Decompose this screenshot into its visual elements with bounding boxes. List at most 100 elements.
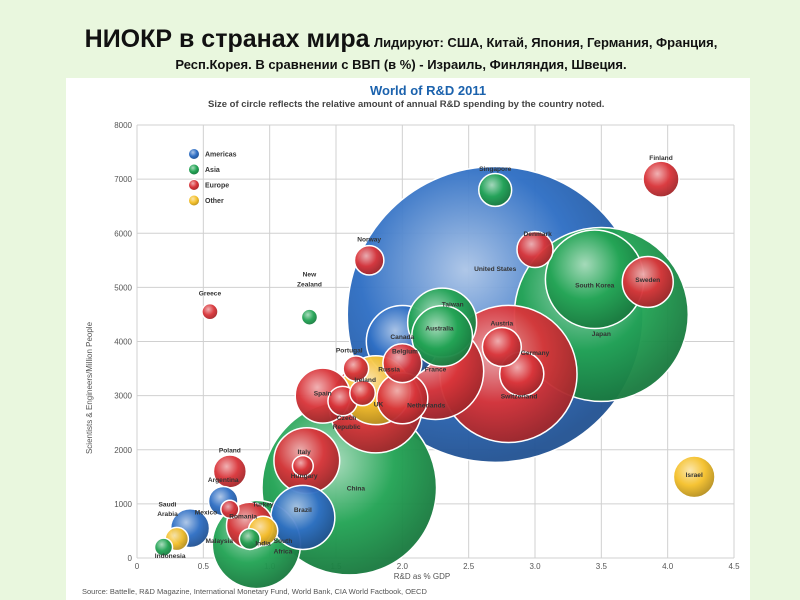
country-label: Czech — [337, 415, 356, 422]
country-label: China — [347, 485, 366, 492]
y-tick-label: 0 — [128, 554, 133, 563]
bubble-malaysia — [238, 527, 261, 551]
x-tick-label: 4.0 — [662, 562, 674, 571]
country-label: Japan — [592, 331, 611, 338]
x-axis-label: R&D as % GDP — [394, 572, 450, 581]
legend-swatch-americas — [188, 148, 200, 160]
y-tick-label: 8000 — [114, 121, 132, 130]
country-label: Denmark — [524, 231, 553, 238]
country-label: Germany — [521, 350, 550, 357]
chart-title: World of R&D 2011 — [370, 83, 486, 98]
country-label: Norway — [357, 236, 381, 243]
y-tick-label: 4000 — [114, 338, 132, 347]
country-label: Spain — [314, 391, 332, 398]
country-label: Russia — [378, 366, 400, 373]
bubble-israel — [672, 455, 716, 499]
y-tick-label: 2000 — [114, 446, 132, 455]
y-tick-label: 7000 — [114, 175, 132, 184]
country-label: Republic — [333, 424, 361, 431]
country-label: Ireland — [354, 377, 376, 384]
bubble-belgium — [382, 342, 423, 384]
y-tick-label: 1000 — [114, 500, 132, 509]
country-label: Italy — [298, 449, 312, 456]
country-label: South — [274, 538, 293, 545]
country-label: Canada — [390, 334, 414, 341]
legend-swatch-other — [188, 194, 200, 207]
country-label: Indonesia — [155, 553, 186, 560]
bubble-indonesia — [153, 537, 174, 557]
slide-title-main: НИОКР в странах мира — [84, 25, 370, 53]
bubble-norway — [353, 244, 385, 276]
country-label: United States — [474, 266, 516, 273]
legend-label-americas: Americas — [205, 152, 237, 159]
country-label: Malaysia — [206, 538, 234, 545]
bubble-sweden — [621, 255, 674, 309]
x-tick-label: 2.5 — [463, 562, 475, 571]
x-tick-label: 4.5 — [728, 562, 740, 571]
y-tick-label: 6000 — [114, 229, 132, 238]
chart-source: Source: Battelle, R&D Magazine, Internat… — [82, 587, 427, 596]
country-label: Argentina — [208, 477, 239, 484]
country-label: Austria — [490, 320, 513, 327]
chart-subtitle: Size of circle reflects the relative amo… — [208, 99, 604, 110]
legend-swatch-asia — [188, 163, 200, 176]
country-label: UK — [374, 401, 384, 408]
country-label: Singapore — [479, 166, 512, 173]
country-label: Belgium — [392, 348, 418, 355]
country-label: Romania — [229, 513, 257, 520]
country-label: Israel — [686, 472, 703, 479]
legend-label-europe: Europe — [205, 183, 229, 190]
country-label: Zealand — [297, 281, 322, 288]
bubble-romania — [220, 499, 240, 520]
slide-title-subtitle-line2: Респ.Корея. В сравнении с ВВП (в %) - Из… — [175, 57, 627, 72]
country-labels: United States China Japan Germany South Kore… — [155, 155, 703, 560]
country-label: New — [303, 272, 317, 279]
country-label: Portugal — [336, 347, 363, 354]
bubble-austria — [481, 326, 523, 368]
x-tick-label: 3.5 — [596, 562, 608, 571]
country-label: Netherlands — [407, 403, 445, 410]
chart-panel: World of R&D 2011 Size of circle reflect… — [66, 78, 750, 600]
bubble-denmark — [516, 230, 554, 269]
grid: 01000200030004000500060007000800000.51.0… — [114, 121, 740, 571]
bubble-chart: World of R&D 2011 Size of circle reflect… — [82, 83, 740, 596]
legend-swatch-europe — [188, 179, 200, 191]
bubble-hungary — [291, 454, 314, 478]
country-label: Hungary — [291, 473, 318, 480]
country-label: Australia — [425, 326, 454, 333]
country-label: Africa — [274, 549, 293, 556]
bubble-australia — [411, 305, 474, 368]
country-label: India — [255, 541, 271, 548]
country-label: Greece — [199, 290, 222, 297]
slide-title: НИОКР в странах мира Лидируют: США, Кита… — [6, 25, 796, 76]
legend: Americas Asia Europe Other — [188, 148, 237, 207]
country-label: Mexico — [195, 510, 217, 517]
country-label: Turkey — [252, 502, 273, 509]
country-label: France — [425, 366, 447, 373]
country-label: Brazil — [294, 507, 312, 514]
x-tick-label: 0.5 — [198, 562, 210, 571]
slide-title-subtitle-line1: Лидируют: США, Китай, Япония, Германия, … — [373, 35, 718, 50]
y-tick-label: 3000 — [114, 392, 132, 401]
country-label: Switzerland — [501, 393, 538, 400]
country-label: Taiwan — [442, 301, 464, 308]
legend-label-other: Other — [205, 198, 224, 205]
legend-label-asia: Asia — [205, 167, 220, 174]
bubble-greece — [201, 302, 219, 321]
bubble-finland — [642, 160, 680, 198]
bubble-ireland — [349, 379, 377, 407]
x-tick-label: 3.0 — [529, 562, 541, 571]
y-tick-label: 5000 — [114, 283, 132, 292]
bubble-singapore — [478, 172, 513, 208]
country-label: Saudi — [159, 502, 177, 509]
country-label: Poland — [219, 447, 241, 454]
y-axis-label: Scientists & Engineers/Million People — [85, 321, 94, 454]
country-label: Arabia — [157, 511, 178, 518]
country-label: Finland — [649, 155, 672, 162]
country-label: South Korea — [575, 282, 615, 289]
bubble-new-zealand — [300, 308, 319, 326]
x-tick-label: 0 — [135, 562, 140, 571]
x-tick-label: 2.0 — [397, 562, 409, 571]
country-label: Sweden — [635, 277, 660, 284]
bubbles — [153, 160, 716, 590]
